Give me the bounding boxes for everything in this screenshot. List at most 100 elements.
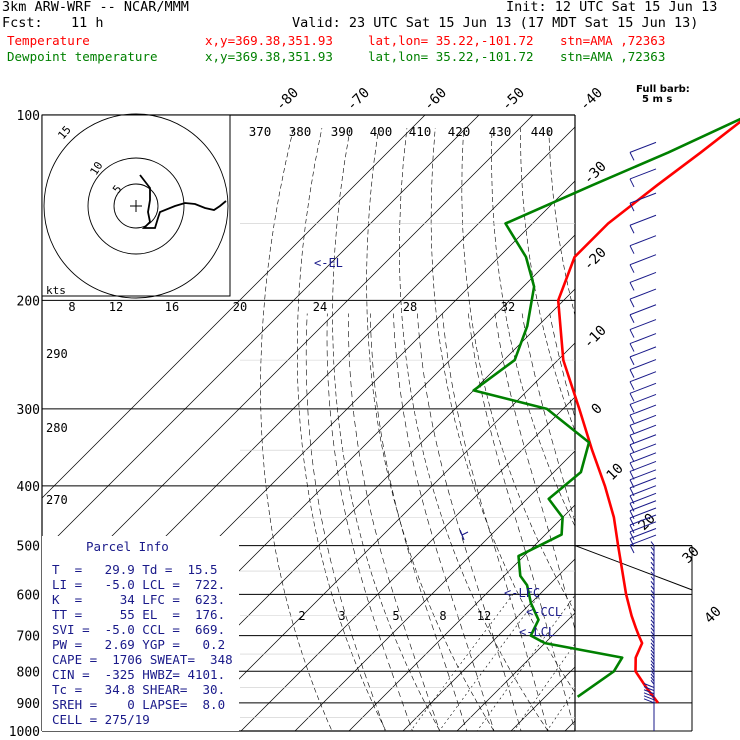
wind-barb xyxy=(629,225,635,234)
parcel-row: LI = -5.0 LCL = 722. xyxy=(52,577,226,592)
dry-adiabat-line xyxy=(399,128,549,731)
wind-barb xyxy=(629,393,635,402)
wind-barb xyxy=(629,510,635,519)
pressure-label: 900 xyxy=(17,697,40,712)
level-marker-label: <-LFC xyxy=(504,586,540,600)
wind-barb xyxy=(629,538,635,547)
isotherm-line xyxy=(42,115,534,607)
isotherm-right-label: 0 xyxy=(589,401,606,418)
isotherm-top-label: -80 xyxy=(273,85,302,114)
isotherm-line xyxy=(294,450,575,731)
dry-adiabat-line xyxy=(634,128,740,740)
dry-adiabat-line xyxy=(260,128,333,731)
wind-barb xyxy=(629,314,635,323)
hodograph-axis-label: 12 xyxy=(109,300,123,314)
mixing-ratio-line xyxy=(438,594,541,731)
wind-barb xyxy=(629,531,635,541)
theta-label: 390 xyxy=(331,124,354,139)
pressure-label: 500 xyxy=(17,540,40,555)
parcel-row: Tc = 34.8 SHEAR= 30. xyxy=(52,682,226,697)
parcel-row: CIN = -325 HWBZ= 4101. xyxy=(52,667,226,682)
temp-xy: x,y=369.38,351.93 xyxy=(205,33,333,48)
wind-barb xyxy=(629,264,635,273)
wind-barb xyxy=(629,235,657,247)
wind-barb xyxy=(629,141,657,153)
isotherm-top-label: -40 xyxy=(577,85,606,114)
moist-adiabat-line xyxy=(442,313,549,731)
wind-barbs xyxy=(629,141,657,731)
moist-adiabat-line xyxy=(305,313,386,731)
legend-dewpoint: Dewpoint temperature xyxy=(7,49,158,64)
parcel-row: CAPE = 1706 SWEAT= 348 xyxy=(52,652,233,667)
wind-barb xyxy=(629,343,635,352)
wind-barb xyxy=(629,425,635,434)
isotherm-right-label: 30 xyxy=(680,544,703,567)
wind-barb xyxy=(629,393,657,405)
valid-time: Valid: 23 UTC Sat 15 Jun 13 (17 MDT Sat … xyxy=(292,15,699,31)
wind-barb xyxy=(629,359,657,371)
theta-label: 410 xyxy=(409,124,432,139)
parcel-row: CELL = 275/19 xyxy=(52,712,150,727)
isotherm-line xyxy=(186,342,575,731)
parcel-info-panel: Parcel Info T = 29.9 Td = 15.5 LI = -5.0… xyxy=(42,536,239,731)
theta-left-label: 270 xyxy=(46,493,68,507)
theta-label: 440 xyxy=(531,124,554,139)
dew-latlon: lat,lon= 35.22,-101.72 xyxy=(368,49,534,64)
theta-label: 380 xyxy=(289,124,312,139)
wind-barb xyxy=(629,282,635,291)
wind-barb xyxy=(643,689,655,695)
isotherm-right-label: -20 xyxy=(581,245,610,274)
pressure-label: 800 xyxy=(17,665,40,680)
pressure-label: 400 xyxy=(17,480,40,495)
wind-barb xyxy=(629,356,635,366)
isotherm-right-label: 10 xyxy=(604,461,627,484)
parcel-tick-mark xyxy=(459,529,469,541)
isotherm-right-label: 40 xyxy=(702,604,725,627)
parcel-row: PW = 2.69 YGP = 0.2 xyxy=(52,637,226,652)
isotherm-line xyxy=(240,396,575,731)
isotherm-top-label: -60 xyxy=(421,85,450,114)
temperature-line xyxy=(556,120,740,704)
pressure-label: 100 xyxy=(17,109,40,124)
model-title: 3km ARW-WRF -- NCAR/MMM xyxy=(2,0,189,15)
wind-barb xyxy=(629,443,657,455)
frame-extension-line xyxy=(574,545,693,591)
wind-barb xyxy=(629,369,635,378)
wind-barb xyxy=(629,333,657,345)
moist-adiabat-line xyxy=(348,313,440,731)
mixing-ratio-label: 2 xyxy=(298,609,305,623)
isotherm-top-label: -50 xyxy=(499,85,528,114)
wind-barb xyxy=(629,534,657,546)
wind-legend-title: Full barb: xyxy=(636,84,690,95)
level-marker-label: <-EL xyxy=(314,256,343,270)
dry-adiabat-line xyxy=(332,128,441,731)
hodograph-axis-label: 32 xyxy=(501,300,515,314)
level-marker-label: <-CCL xyxy=(526,605,562,619)
isotherm-line xyxy=(714,87,740,740)
theta-left-label: 280 xyxy=(46,421,68,435)
wind-barb xyxy=(629,514,657,526)
wind-barb xyxy=(643,695,655,701)
parcel-row: SVI = -5.0 CCL = 669. xyxy=(52,622,226,637)
mixing-ratio-label: 3 xyxy=(338,609,345,623)
pressure-axis-labels: 100 200 300 400 500 600 700 800 900 1000 xyxy=(9,109,40,740)
wind-barb xyxy=(629,168,657,180)
wind-barb xyxy=(629,517,635,527)
theta-label: 400 xyxy=(370,124,393,139)
fcst-value: 11 h xyxy=(71,15,104,31)
wind-barb xyxy=(629,245,635,254)
pressure-label: 300 xyxy=(17,403,40,418)
theta-label: 430 xyxy=(489,124,512,139)
parcel-row: T = 29.9 Td = 15.5 xyxy=(52,562,218,577)
wind-barb xyxy=(629,214,657,226)
wind-barb xyxy=(629,424,657,436)
wind-barb xyxy=(629,524,635,534)
temp-latlon: lat,lon= 35.22,-101.72 xyxy=(368,33,534,48)
sounding-curves xyxy=(472,117,740,704)
wind-barb xyxy=(629,462,635,472)
dew-stn: stn=AMA ,72363 xyxy=(560,49,666,64)
parcel-row: TT = 55 EL = 176. xyxy=(52,607,226,622)
hodograph-axis-label: 8 xyxy=(68,300,75,314)
